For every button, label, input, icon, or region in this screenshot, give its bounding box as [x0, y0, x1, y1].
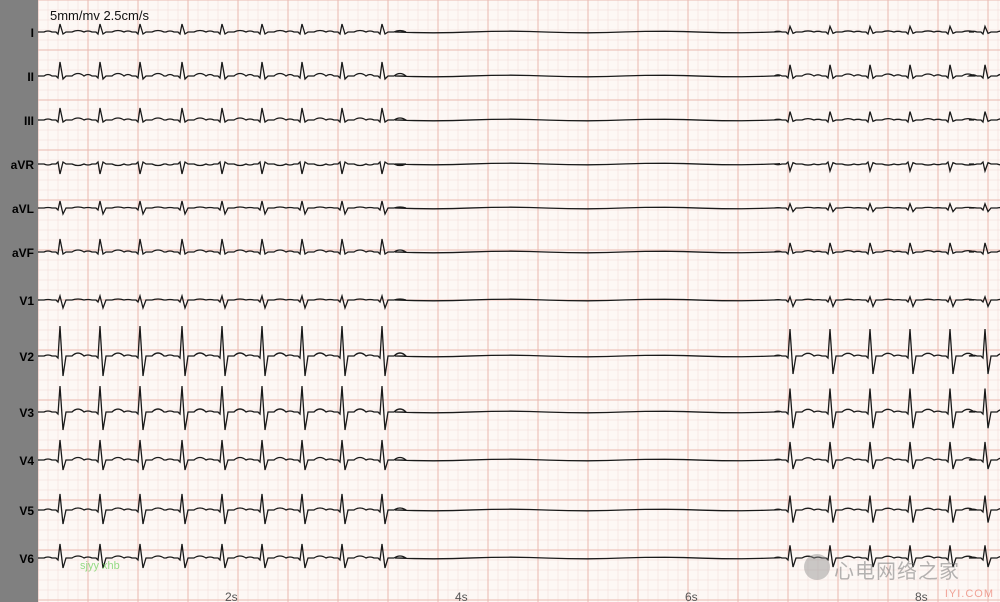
lead-label-V2: V2	[0, 350, 38, 364]
ecg-traces	[0, 0, 1000, 602]
trace-V4	[38, 440, 1000, 470]
trace-II	[38, 62, 1000, 79]
watermark-text: 心电网络之家	[834, 555, 960, 584]
time-marker: 2s	[225, 590, 238, 602]
trace-V3	[38, 386, 1000, 430]
calibration-text: 5mm/mv 2.5cm/s	[50, 8, 149, 23]
lead-label-I: I	[0, 26, 38, 40]
lead-label-aVL: aVL	[0, 202, 38, 216]
time-marker: 4s	[455, 590, 468, 602]
trace-aVF	[38, 239, 1000, 254]
time-marker: 6s	[685, 590, 698, 602]
watermark-icon	[804, 554, 830, 580]
time-marker: 8s	[915, 590, 928, 602]
trace-III	[38, 108, 1000, 122]
lead-label-aVR: aVR	[0, 158, 38, 172]
trace-V5	[38, 494, 1000, 524]
lead-label-aVF: aVF	[0, 246, 38, 260]
lead-label-V3: V3	[0, 406, 38, 420]
trace-V2	[38, 326, 1000, 376]
lead-label-V6: V6	[0, 552, 38, 566]
watermark-logo: IYI.COM	[945, 588, 994, 600]
lead-label-strip: IIIIIIaVRaVLaVFV1V2V3V4V5V6	[0, 0, 38, 602]
trace-aVR	[38, 162, 1000, 174]
trace-I	[38, 24, 1000, 34]
lead-label-III: III	[0, 114, 38, 128]
lead-label-V1: V1	[0, 294, 38, 308]
lead-label-II: II	[0, 70, 38, 84]
trace-aVL	[38, 201, 1000, 214]
signature-text: sjyy xhb	[80, 560, 120, 572]
lead-label-V4: V4	[0, 454, 38, 468]
trace-V1	[38, 296, 1000, 308]
lead-label-V5: V5	[0, 504, 38, 518]
ecg-strip: IIIIIIaVRaVLaVFV1V2V3V4V5V6 5mm/mv 2.5cm…	[0, 0, 1000, 602]
